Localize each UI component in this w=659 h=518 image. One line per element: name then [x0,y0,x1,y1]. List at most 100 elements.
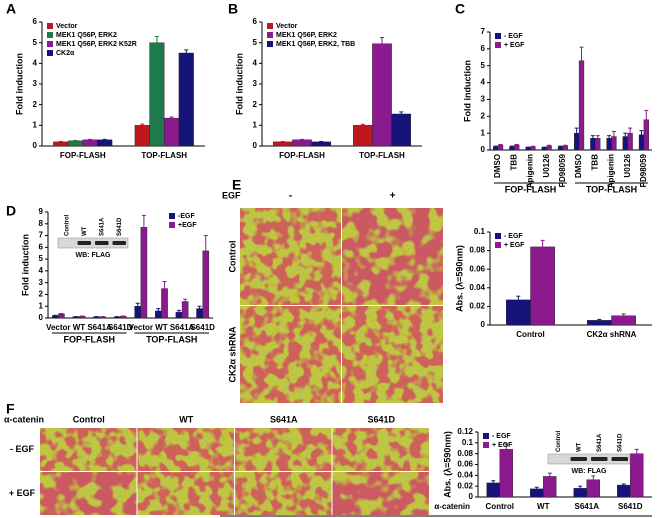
bar [590,137,596,151]
inset-lane: S641A [597,433,603,452]
x-tick-label: S641D [190,323,215,332]
y-tick-label: 3 [481,95,486,104]
blot-band [95,241,109,245]
y-tick-label: 5 [253,38,258,47]
y-tick-label: 0 [39,313,44,322]
micrograph-cells [137,472,234,515]
blot-band [77,241,91,245]
x-tick-label: CK2α shRNA [587,330,637,339]
y-tick-label: 0 [481,320,486,329]
legend-label: - EGF [504,33,523,40]
bar [391,113,412,147]
y-tick-label: 1 [253,120,258,129]
x-tick-label: WT [155,323,168,332]
y-tick-label: 0.06 [469,264,485,273]
micrograph-cells [342,208,443,305]
y-tick-label: 0.02 [457,481,473,490]
legend-swatch [169,213,175,219]
bar [543,476,557,498]
legend-label: - EGF [492,433,511,440]
y-tick-label: 0 [469,492,474,501]
legend-label: MEK1 Q56P, ERK2 [276,32,337,39]
legend-swatch [267,41,273,47]
group-label: TOP-FLASH [586,184,637,194]
y-tick-label: 7 [39,231,44,240]
y-tick-label: 0.02 [469,302,485,311]
group-label: TOP-FLASH [146,334,197,344]
bar [574,132,580,151]
bar [486,482,500,498]
y-tick-label: 4 [33,58,38,67]
micrograph-cells [240,306,341,403]
micrograph-cells [332,472,429,515]
bar [509,146,515,151]
bar [587,320,612,326]
bar [525,147,531,151]
legend-swatch [47,50,53,56]
bar [573,488,587,498]
y-tick-label: 2 [39,290,44,299]
x-tick-label: Control [486,502,514,511]
bar [530,488,544,498]
bar [67,140,83,147]
legend-swatch [267,23,273,29]
bar [627,132,633,151]
x-tick-label: S641A [170,323,195,332]
x-tick-label: WT [537,502,550,511]
bar [630,453,644,498]
blot [57,237,129,249]
image-column-label: WT [179,414,193,424]
y-tick-label: 6 [33,17,38,26]
blot-band [112,241,126,245]
legend-swatch [495,233,501,239]
blot [547,453,631,465]
bar [134,125,150,147]
legend-swatch [483,433,489,439]
bar [178,52,194,147]
y-tick-label: 2 [33,100,38,109]
inset-lane: S641A [99,217,105,236]
bar [611,315,636,326]
panel-letter: E [232,177,241,193]
y-tick-label: 6 [481,44,486,53]
x-tick-label: S641D [108,323,133,332]
x-tick-label: S641A [575,502,600,511]
x-tick-label: TBB [590,154,599,171]
panel-letter: F [6,401,15,417]
y-tick-label: 0.12 [457,427,473,436]
bar [273,141,293,147]
legend-swatch [47,32,53,38]
y-tick-label: 1 [33,120,38,129]
y-tick-label: 3 [39,278,44,287]
y-tick-label: 4 [481,78,486,87]
bar [202,250,210,319]
y-tick-label: 5 [33,38,38,47]
legend-label: MEK1 Q56P, ERK2 K52R [56,41,137,48]
inset-lane: WT [82,226,88,236]
inset-caption: WB: FLAG [76,252,112,259]
bar [134,306,142,319]
image-column-title: α-catenin [4,414,44,424]
bar [622,136,628,151]
y-tick-label: 0.1 [462,438,474,447]
bar [643,119,649,151]
group-label: FOP-FLASH [64,334,116,344]
bar [175,311,183,319]
bar [353,125,373,147]
x-tick-label: Control [516,330,544,339]
y-tick-label: 0.06 [457,460,473,469]
micrograph-cells [137,428,234,471]
micrograph-cells [235,472,332,515]
bar [181,301,189,319]
bar [196,308,203,319]
legend-swatch [495,33,501,39]
legend-swatch [169,222,175,228]
y-tick-label: 0 [33,141,38,150]
bar [311,141,332,147]
bar [97,139,113,147]
bar [372,43,392,147]
bar [586,479,601,498]
micrograph-cells [332,428,429,471]
y-tick-label: 2 [481,111,486,120]
legend-label: + EGF [504,42,525,49]
